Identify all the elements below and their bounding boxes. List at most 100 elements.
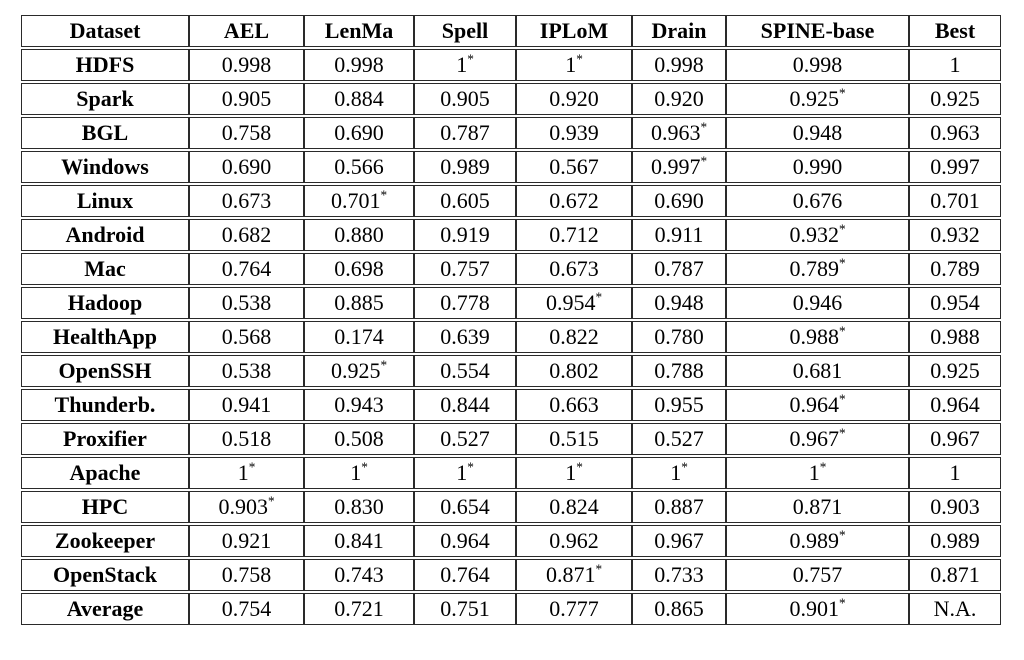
value-cell-bgl-best: 0.963 [909, 117, 1001, 149]
cell-value: 0.990 [792, 154, 843, 179]
cell-value: 0.948 [792, 120, 843, 145]
header-row: Dataset AEL LenMa Spell IPLoM Drain SPINE-base… [21, 15, 1001, 47]
table-row-hpc: HPC 0.903* 0.830 0.654 0.824 0.887 0.871 0.903 [21, 491, 1001, 523]
value-cell-proxifier-ael: 0.518 [189, 423, 304, 455]
cell-value: 0.672 [549, 188, 599, 213]
cell-value: 0.757 [440, 256, 490, 281]
value-cell-zookeeper-ael: 0.921 [189, 525, 304, 557]
dataset-cell-proxifier: Proxifier [21, 423, 189, 455]
value-cell-hadoop-best: 0.954 [909, 287, 1001, 319]
cell-value: 0.554 [440, 358, 490, 383]
value-cell-spark-ael: 0.905 [189, 83, 304, 115]
value-cell-openssh-spell: 0.554 [414, 355, 516, 387]
value-cell-windows-spine-base: 0.990 [726, 151, 909, 183]
cell-value: 0.518 [221, 426, 272, 451]
value-cell-proxifier-spell: 0.527 [414, 423, 516, 455]
cell-value: 0.962 [549, 528, 599, 553]
value-cell-linux-lenma: 0.701* [304, 185, 414, 217]
cell-value: 0.538 [221, 358, 272, 383]
cell-value: 0.964 [440, 528, 490, 553]
cell-value: 0.963 [930, 120, 980, 145]
cell-value: 1 [456, 52, 468, 77]
value-cell-mac-spine-base: 0.789* [726, 253, 909, 285]
value-cell-average-drain: 0.865 [632, 593, 726, 625]
cell-value: 0.844 [440, 392, 490, 417]
cell-value: 0.989 [440, 154, 490, 179]
cell-value: 0.925 [930, 358, 980, 383]
cell-value: 0.998 [334, 52, 384, 77]
value-cell-openstack-spell: 0.764 [414, 559, 516, 591]
best-marker-star: * [681, 459, 688, 475]
cell-value: 0.989 [789, 528, 839, 553]
cell-value: 0.712 [549, 222, 599, 247]
value-cell-proxifier-best: 0.967 [909, 423, 1001, 455]
cell-value: 0.663 [549, 392, 599, 417]
value-cell-mac-spell: 0.757 [414, 253, 516, 285]
cell-value: 0.681 [792, 358, 843, 383]
value-cell-linux-best: 0.701 [909, 185, 1001, 217]
cell-value: 0.789 [789, 256, 839, 281]
cell-value: 0.787 [440, 120, 490, 145]
value-cell-windows-drain: 0.997* [632, 151, 726, 183]
cell-value: 0.997 [930, 154, 980, 179]
value-cell-thunderb-best: 0.964 [909, 389, 1001, 421]
cell-value: 0.919 [440, 222, 490, 247]
value-cell-healthapp-drain: 0.780 [632, 321, 726, 353]
value-cell-average-iplom: 0.777 [516, 593, 632, 625]
dataset-cell-hpc: HPC [21, 491, 189, 523]
best-marker-star: * [838, 425, 846, 441]
value-cell-thunderb-spine-base: 0.964* [726, 389, 909, 421]
cell-value: 0.964 [930, 392, 980, 417]
value-cell-android-spine-base: 0.932* [726, 219, 909, 251]
best-marker-star: * [838, 595, 846, 611]
cell-value: 0.903 [930, 494, 980, 519]
cell-value: 0.841 [334, 528, 384, 553]
table-row-bgl: BGL 0.758 0.690 0.787 0.939 0.963* 0.948 0.963 [21, 117, 1001, 149]
cell-value: 0.948 [654, 290, 704, 315]
table-row-openssh: OpenSSH 0.538 0.925* 0.554 0.802 0.788 0.681 0.… [21, 355, 1001, 387]
cell-value: 0.639 [440, 324, 490, 349]
value-cell-zookeeper-lenma: 0.841 [304, 525, 414, 557]
cell-value: 1 [670, 460, 682, 485]
cell-value: 0.764 [221, 256, 272, 281]
dataset-cell-average: Average [21, 593, 189, 625]
cell-value: 1 [565, 52, 577, 77]
table-row-proxifier: Proxifier 0.518 0.508 0.527 0.515 0.527 0.967*… [21, 423, 1001, 455]
best-marker-star: * [838, 255, 846, 271]
dataset-cell-apache: Apache [21, 457, 189, 489]
value-cell-zookeeper-iplom: 0.962 [516, 525, 632, 557]
table-row-android: Android 0.682 0.880 0.919 0.712 0.911 0.932* 0.… [21, 219, 1001, 251]
cell-value: 0.824 [549, 494, 599, 519]
value-cell-zookeeper-spine-base: 0.989* [726, 525, 909, 557]
best-marker-star: * [248, 459, 256, 475]
cell-value: 0.905 [440, 86, 490, 111]
value-cell-zookeeper-spell: 0.964 [414, 525, 516, 557]
cell-value: 0.884 [334, 86, 384, 111]
value-cell-android-ael: 0.682 [189, 219, 304, 251]
value-cell-spark-drain: 0.920 [632, 83, 726, 115]
results-table-container: Dataset AEL LenMa Spell IPLoM Drain SPINE-base… [21, 13, 1001, 627]
cell-value: 0.701 [930, 188, 980, 213]
value-cell-hdfs-spine-base: 0.998 [726, 49, 909, 81]
value-cell-hdfs-spell: 1* [414, 49, 516, 81]
cell-value: 0.921 [221, 528, 272, 553]
value-cell-openssh-spine-base: 0.681 [726, 355, 909, 387]
table-row-zookeeper: Zookeeper 0.921 0.841 0.964 0.962 0.967 0.989*… [21, 525, 1001, 557]
dataset-cell-hdfs: HDFS [21, 49, 189, 81]
cell-value: 0.967 [930, 426, 980, 451]
value-cell-spark-iplom: 0.920 [516, 83, 632, 115]
best-marker-star: * [380, 187, 388, 203]
cell-value: 0.538 [221, 290, 272, 315]
value-cell-apache-lenma: 1* [304, 457, 414, 489]
value-cell-hpc-drain: 0.887 [632, 491, 726, 523]
cell-value: 1 [949, 52, 961, 77]
cell-value: 0.988 [789, 324, 839, 349]
value-cell-hdfs-best: 1 [909, 49, 1001, 81]
value-cell-openstack-ael: 0.758 [189, 559, 304, 591]
table-row-average: Average 0.754 0.721 0.751 0.777 0.865 0.901* N.… [21, 593, 1001, 625]
cell-value: 0.967 [654, 528, 704, 553]
value-cell-hadoop-drain: 0.948 [632, 287, 726, 319]
value-cell-spark-spell: 0.905 [414, 83, 516, 115]
best-marker-star: * [838, 323, 846, 339]
value-cell-windows-lenma: 0.566 [304, 151, 414, 183]
